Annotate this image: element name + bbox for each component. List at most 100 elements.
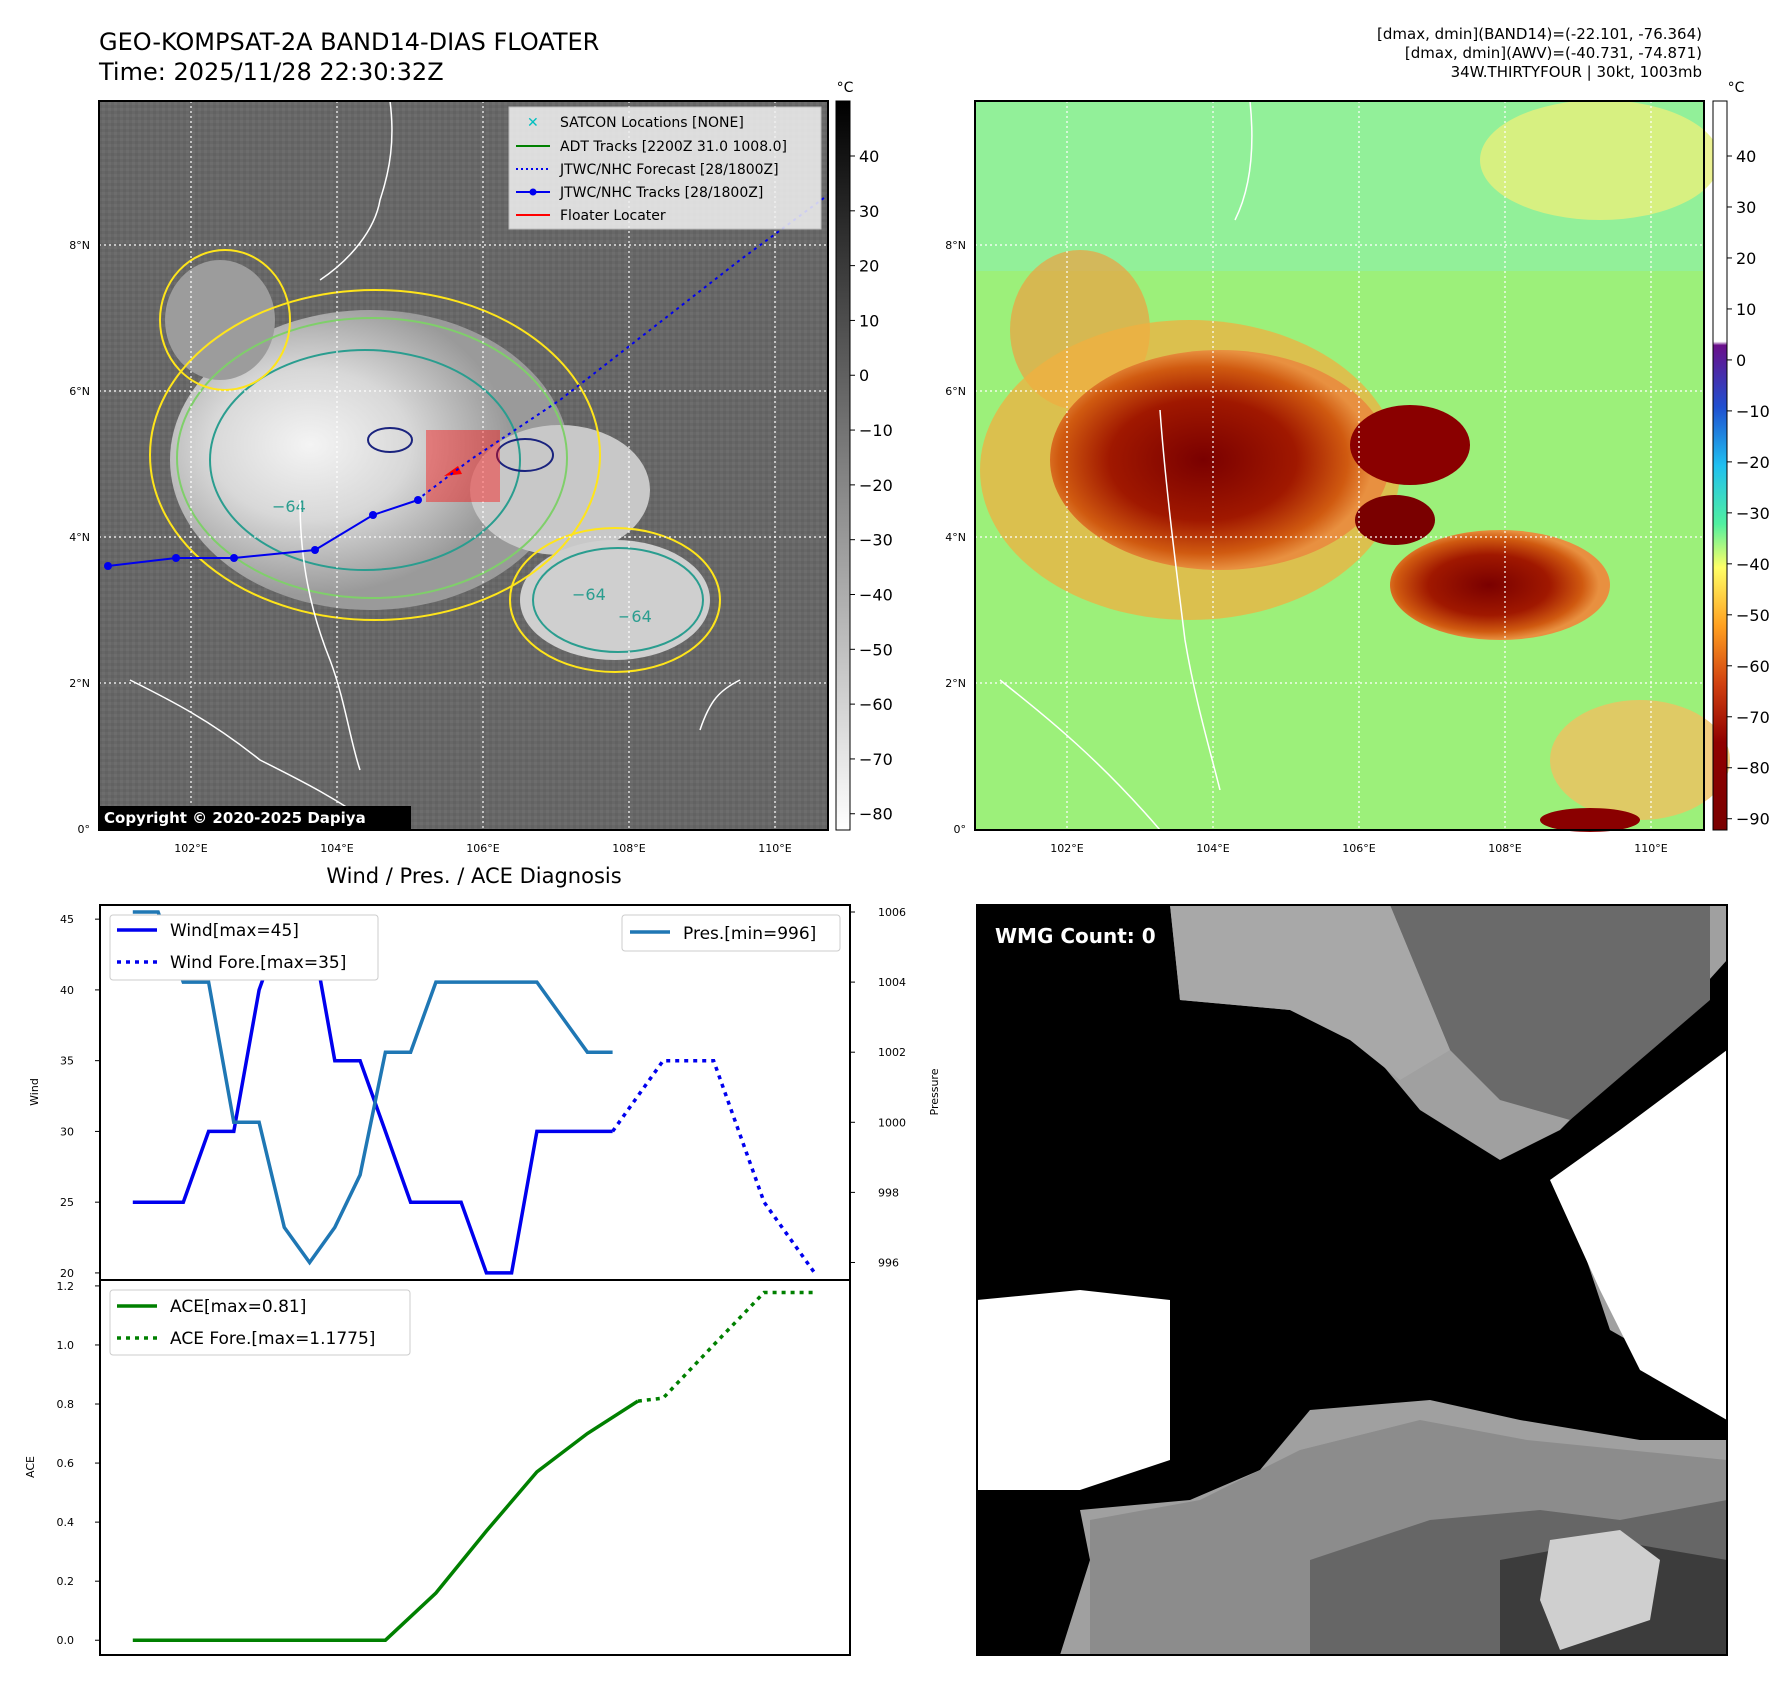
ir-colorbar-tick-7: −30 <box>859 531 893 550</box>
ir-colorbar-unit: °C <box>837 80 854 96</box>
contour-label-1: −64 <box>272 497 306 516</box>
legend-ace-label: ACE[max=0.81] <box>170 1297 306 1317</box>
wmg-count-label: WMG Count: 0 <box>995 924 1156 948</box>
enhanced-cloud-southeast <box>1390 530 1610 640</box>
legend-floater-label: Floater Locater <box>560 208 666 224</box>
enhanced-colorbar-unit: °C <box>1728 80 1745 96</box>
info-line-2: [dmax, dmin](AWV)=(-40.731, -74.871) <box>1405 44 1702 62</box>
legend-pressure-label: Pres.[min=996] <box>683 924 816 944</box>
contour-yellow-southeast <box>509 527 721 673</box>
pressure-ytick-2: 1000 <box>878 1116 906 1129</box>
enhanced-colorbar-tick-11: −70 <box>1736 708 1770 727</box>
pressure-ylabel: Pressure <box>928 1068 941 1115</box>
ir-lat-2n: 2°N <box>69 677 90 690</box>
pressure-ytick-1: 998 <box>878 1186 899 1199</box>
enhanced-colorbar-ticks: 40 30 20 10 0 −10 −20 −30 −40 −50 −60 −70 −80 −90 <box>1727 147 1770 829</box>
ace-ytick-4: 0.8 <box>57 1398 75 1411</box>
ace-ytick-3: 0.6 <box>57 1457 75 1470</box>
wind-pressure-chart: 20 25 30 35 40 45 996 998 1000 1002 1004 1006 Wind Pr… <box>28 904 941 1281</box>
copyright-text: Copyright © 2020-2025 Dapiya <box>104 809 366 827</box>
wmg-black-region <box>977 905 1727 1655</box>
enhanced-cloud-main <box>1050 350 1390 570</box>
enhanced-colorbar-tick-7: −30 <box>1736 504 1770 523</box>
wind-ytick-2: 30 <box>60 1125 74 1138</box>
coastline-north <box>319 100 393 281</box>
enh-lon-102e: 102°E <box>1050 842 1083 855</box>
ir-lon-104e: 104°E <box>320 842 353 855</box>
enhanced-colorbar-tick-5: −10 <box>1736 402 1770 421</box>
ir-lon-108e: 108°E <box>612 842 645 855</box>
forecast-track-line <box>416 194 829 501</box>
enhanced-colorbar-tick-1: 30 <box>1736 198 1756 217</box>
enhanced-colorbar-tick-9: −50 <box>1736 606 1770 625</box>
enhanced-map-panel: 8°N 6°N 4°N 2°N 0° 102°E 104°E 106°E 108… <box>945 100 1730 855</box>
wind-ytick-0: 20 <box>60 1267 74 1280</box>
enh-lon-108e: 108°E <box>1488 842 1521 855</box>
info-line-1: [dmax, dmin](BAND14)=(-22.101, -76.364) <box>1377 25 1702 43</box>
ir-colorbar-ticks: 40 30 20 10 0 −10 −20 −30 −40 −50 −60 −70 −80 <box>850 147 893 824</box>
diagnosis-title: Wind / Pres. / ACE Diagnosis <box>326 864 621 888</box>
ir-colorbar-tick-4: 0 <box>859 366 869 385</box>
enhanced-cloud-mid <box>1355 495 1435 545</box>
ace-ytick-5: 1.0 <box>57 1339 75 1352</box>
ir-colorbar-tick-5: −10 <box>859 421 893 440</box>
legend-satcon-label: SATCON Locations [NONE] <box>560 115 744 131</box>
coastline-west <box>299 499 361 771</box>
enh-lon-104e: 104°E <box>1196 842 1229 855</box>
enh-lat-6n: 6°N <box>945 385 966 398</box>
info-line-3: 34W.THIRTYFOUR | 30kt, 1003mb <box>1451 63 1702 81</box>
legend-satcon-marker: ✕ <box>527 115 539 131</box>
wind-ytick-3: 35 <box>60 1055 74 1068</box>
series-line-wind-max- <box>132 917 613 1275</box>
enhanced-cloud-east <box>1350 405 1470 485</box>
series-line-wind-fore-max- <box>611 1058 817 1274</box>
ir-lon-110e: 110°E <box>758 842 791 855</box>
enhanced-colorbar-tick-6: −20 <box>1736 453 1770 472</box>
wind-ylabel: Wind <box>28 1078 41 1106</box>
wind-ytick-5: 45 <box>60 913 74 926</box>
ir-cloud-northwest <box>165 260 275 380</box>
wind-ytick-1: 25 <box>60 1196 74 1209</box>
ir-lat-4n: 4°N <box>69 531 90 544</box>
ir-lat-8n: 8°N <box>69 239 90 252</box>
best-track-line <box>107 499 419 567</box>
best-track-points <box>104 496 422 570</box>
enhanced-colorbar-tick-0: 40 <box>1736 147 1756 166</box>
ace-chart: 0.00.20.40.60.81.01.2ACEACE[max=0.81]ACE… <box>24 1279 851 1656</box>
contour-label-3: −64 <box>618 607 652 626</box>
ir-cloud-main <box>170 310 570 610</box>
ir-cloud-southeast <box>520 540 710 660</box>
ir-lon-106e: 106°E <box>466 842 499 855</box>
ir-colorbar-tick-2: 20 <box>859 257 879 276</box>
enhanced-colorbar-tick-4: 0 <box>1736 351 1746 370</box>
enh-lon-110e: 110°E <box>1634 842 1667 855</box>
figure-title-line1: GEO-KOMPSAT-2A BAND14-DIAS FLOATER <box>99 28 599 56</box>
coastline-south <box>129 679 381 831</box>
contour-yellow-northwest <box>159 249 291 391</box>
enh-lat-8n: 8°N <box>945 239 966 252</box>
legend-tracks-label: JTWC/NHC Tracks [28/1800Z] <box>559 185 763 201</box>
pressure-ytick-3: 1002 <box>878 1046 906 1059</box>
enh-lat-0: 0° <box>954 823 967 836</box>
pressure-ytick-4: 1004 <box>878 976 906 989</box>
wmg-light-region <box>1540 1530 1660 1650</box>
enhanced-colorbar-tick-12: −80 <box>1736 759 1770 778</box>
ir-colorbar-tick-1: 30 <box>859 202 879 221</box>
legend-adt-label: ADT Tracks [2200Z 31.0 1008.0] <box>560 139 787 155</box>
ir-lat-0: 0° <box>78 823 91 836</box>
enhanced-map-grid <box>975 101 1704 830</box>
ace-line <box>132 1399 639 1642</box>
legend-wind-label: Wind[max=45] <box>170 921 299 941</box>
ace-legend: ACE[max=0.81] ACE Fore.[max=1.1775] <box>109 1289 411 1356</box>
figure-title-line2: Time: 2025/11/28 22:30:32Z <box>98 58 444 86</box>
legend-forecast-label: JTWC/NHC Forecast [28/1800Z] <box>559 162 779 178</box>
ir-colorbar-tick-3: 10 <box>859 311 879 330</box>
wmg-gray-region-ne <box>1390 905 1710 1120</box>
enhanced-colorbar-tick-8: −40 <box>1736 555 1770 574</box>
ir-colorbar: °C 40 30 20 10 0 −10 −20 −30 −40 −50 −60 −70 −80 <box>835 80 893 831</box>
ir-colorbar-tick-8: −40 <box>859 585 893 604</box>
ir-colorbar-tick-12: −80 <box>859 805 893 824</box>
ir-colorbar-tick-10: −60 <box>859 695 893 714</box>
ir-map-panel: −64 −64 −64 <box>69 100 829 855</box>
